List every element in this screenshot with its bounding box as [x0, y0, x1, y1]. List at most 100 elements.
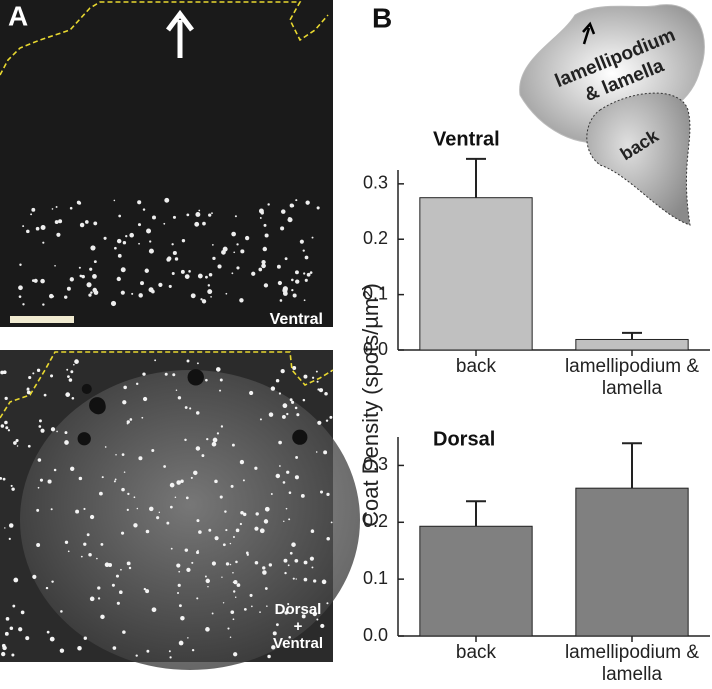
spot [258, 208, 264, 214]
spot [68, 378, 73, 382]
spot [263, 519, 269, 524]
spot [201, 454, 205, 458]
spot [4, 631, 9, 636]
spot [93, 221, 98, 226]
spot [163, 222, 166, 225]
x-tick-label: back [455, 356, 497, 377]
y-tick-label: 0.0 [363, 339, 388, 359]
spot [40, 278, 45, 284]
bar [575, 338, 689, 351]
spot [51, 580, 54, 583]
spot [36, 368, 41, 372]
spot [295, 456, 298, 459]
spot [138, 293, 143, 298]
spot [172, 215, 176, 219]
spot [28, 375, 32, 380]
spot [112, 646, 117, 650]
spot [64, 431, 68, 435]
spot [31, 207, 36, 212]
spot [197, 549, 199, 552]
spot [288, 491, 292, 494]
spot [170, 547, 173, 550]
spot [281, 210, 285, 214]
spot [7, 429, 11, 432]
spot [138, 456, 143, 461]
spot [169, 505, 173, 509]
spot [208, 213, 212, 217]
spot [5, 426, 9, 430]
spot [305, 200, 310, 205]
spot [219, 378, 223, 382]
y-tick-label: 0.1 [363, 568, 388, 588]
spot [284, 611, 288, 615]
spot [0, 370, 4, 375]
spot [278, 392, 282, 395]
spot [311, 376, 315, 379]
spot [181, 238, 186, 243]
spot [244, 235, 250, 241]
spot [55, 206, 58, 208]
spot [196, 597, 199, 600]
spot [303, 577, 308, 582]
spot [275, 623, 279, 627]
spot [76, 200, 81, 205]
spot [294, 475, 299, 480]
y-tick-label: 0.2 [363, 228, 388, 248]
spot [117, 253, 122, 258]
spot [225, 562, 230, 566]
spot [291, 542, 296, 547]
spot [22, 225, 25, 228]
spot [56, 430, 58, 433]
spot [186, 567, 191, 572]
spot [83, 507, 86, 511]
spot [122, 241, 127, 245]
spot [90, 291, 93, 294]
spot [194, 221, 200, 227]
spot [276, 264, 281, 269]
spot [113, 480, 116, 483]
spot [42, 303, 45, 306]
spot [163, 465, 166, 468]
spot [309, 271, 313, 274]
spot [316, 380, 319, 383]
spot [172, 373, 176, 377]
spot [225, 529, 228, 532]
spot [11, 487, 15, 491]
spot [103, 236, 107, 240]
spot [236, 266, 240, 270]
spot [86, 533, 90, 537]
spot [266, 605, 268, 607]
spot [255, 512, 259, 516]
spot [187, 637, 189, 639]
spot [113, 199, 116, 202]
spot [31, 279, 35, 283]
spot [104, 562, 110, 568]
spot [73, 363, 75, 366]
spot [299, 239, 304, 244]
spot [214, 536, 219, 541]
spot [225, 292, 228, 295]
spot [212, 256, 216, 261]
spot [212, 437, 218, 443]
spot [120, 568, 122, 571]
spot [300, 493, 305, 498]
spot [154, 359, 157, 362]
spot [5, 617, 10, 621]
spot [142, 372, 146, 376]
spot [295, 279, 300, 284]
spot [315, 451, 318, 453]
spot [198, 209, 201, 212]
spot [143, 587, 147, 591]
spot [64, 295, 68, 299]
spot [69, 206, 73, 210]
spot [318, 388, 324, 393]
spot [88, 293, 92, 297]
spot [184, 406, 188, 409]
spot [66, 368, 69, 371]
spot [89, 514, 95, 520]
spot [18, 285, 23, 291]
spot [259, 528, 265, 534]
spot [292, 577, 295, 580]
spot [311, 236, 314, 239]
spot [74, 359, 79, 364]
